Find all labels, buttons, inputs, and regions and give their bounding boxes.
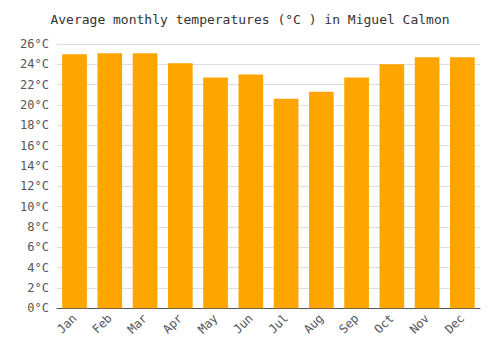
svg-text:May: May xyxy=(195,311,220,336)
svg-text:Sep: Sep xyxy=(336,311,361,336)
svg-text:16°C: 16°C xyxy=(20,139,49,153)
svg-text:Nov: Nov xyxy=(407,311,432,336)
svg-text:Aug: Aug xyxy=(301,311,326,336)
svg-text:22°C: 22°C xyxy=(20,78,49,92)
svg-text:0°C: 0°C xyxy=(27,301,49,315)
svg-text:Mar: Mar xyxy=(125,311,150,336)
svg-text:26°C: 26°C xyxy=(20,37,49,51)
svg-text:10°C: 10°C xyxy=(20,200,49,214)
svg-text:Jan: Jan xyxy=(54,311,79,336)
svg-text:18°C: 18°C xyxy=(20,118,49,132)
svg-text:Apr: Apr xyxy=(160,311,185,336)
svg-text:12°C: 12°C xyxy=(20,179,49,193)
svg-text:4°C: 4°C xyxy=(27,261,49,275)
svg-text:6°C: 6°C xyxy=(27,240,49,254)
svg-text:Jun: Jun xyxy=(231,311,256,336)
svg-text:Feb: Feb xyxy=(90,311,115,336)
svg-text:20°C: 20°C xyxy=(20,98,49,112)
svg-text:2°C: 2°C xyxy=(27,281,49,295)
svg-text:Jul: Jul xyxy=(266,311,291,336)
svg-text:Average monthly temperatures (: Average monthly temperatures (°C ) in Mi… xyxy=(50,12,449,27)
svg-text:24°C: 24°C xyxy=(20,57,49,71)
svg-text:Dec: Dec xyxy=(442,311,467,336)
svg-text:14°C: 14°C xyxy=(20,159,49,173)
svg-text:8°C: 8°C xyxy=(27,220,49,234)
svg-text:Oct: Oct xyxy=(372,311,397,336)
